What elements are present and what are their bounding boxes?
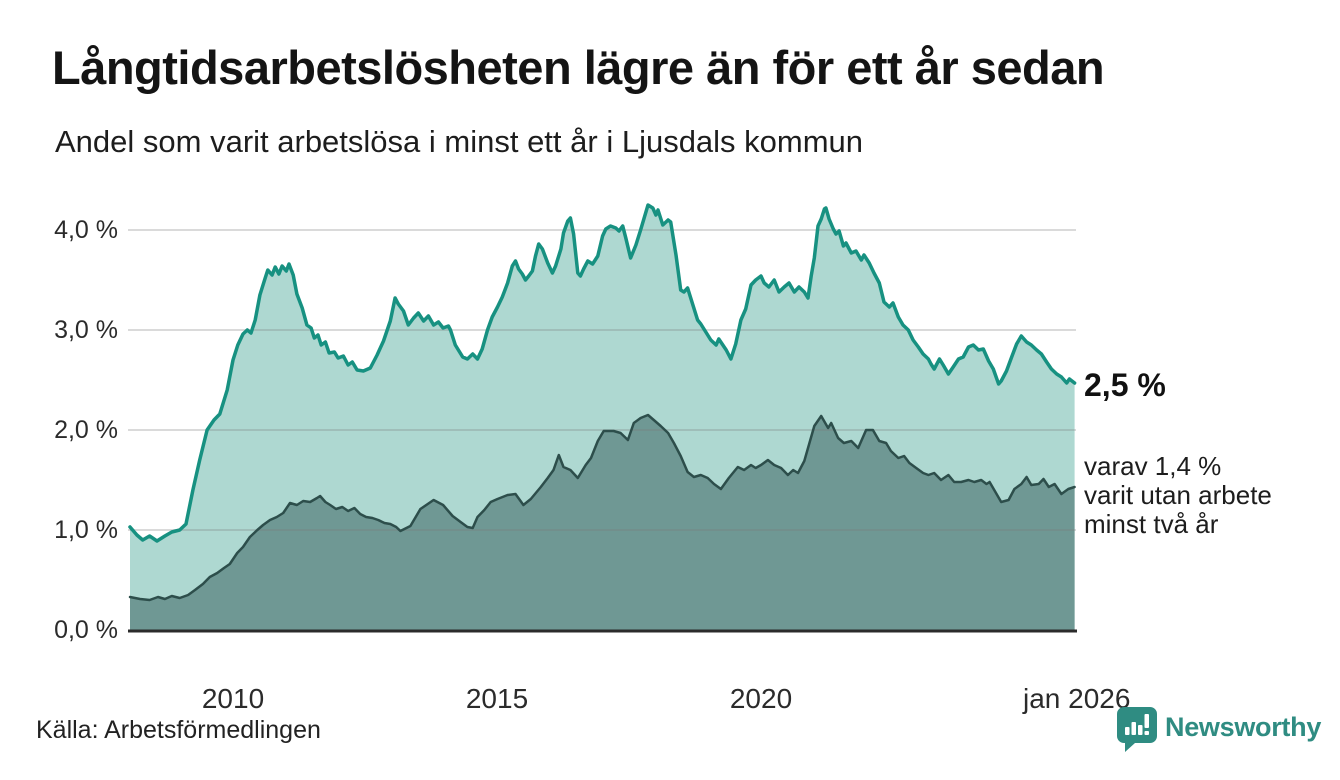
- y-tick-label: 0,0 %: [54, 616, 118, 644]
- y-tick-label: 1,0 %: [54, 516, 118, 544]
- two-year-annotation-line: varit utan arbete: [1084, 480, 1272, 510]
- newsworthy-brand: Newsworthy: [1117, 707, 1321, 752]
- newsworthy-logo-icon: [1117, 707, 1157, 752]
- series-line-0: [128, 203, 1077, 543]
- two-year-annotation-line: minst två år: [1084, 509, 1219, 539]
- latest-total-label: 2,5 %: [1084, 367, 1166, 403]
- two-year-annotation-line: varav 1,4 %: [1084, 451, 1222, 481]
- x-tick-label: 2015: [465, 683, 529, 714]
- x-tick-label: 2020: [729, 683, 793, 714]
- x-tick-label: 2010: [201, 683, 265, 714]
- chart-subtitle: Andel som varit arbetslösa i minst ett å…: [55, 124, 864, 159]
- series-line-1: [128, 413, 1076, 602]
- page-title: Långtidsarbetslösheten lägre än för ett …: [52, 41, 1105, 94]
- two-year-annotation: varav 1,4 % varit utan arbete minst två år: [1084, 452, 1272, 539]
- series-area-1: [130, 415, 1075, 630]
- y-tick-label: 2,0 %: [54, 416, 118, 444]
- source-note: Källa: Arbetsförmedlingen: [36, 716, 321, 744]
- x-tick-label: jan 2026: [1023, 683, 1131, 714]
- newsworthy-wordmark: Newsworthy: [1165, 712, 1322, 742]
- y-tick-label: 3,0 %: [54, 316, 118, 344]
- y-tick-label: 4,0 %: [54, 216, 118, 244]
